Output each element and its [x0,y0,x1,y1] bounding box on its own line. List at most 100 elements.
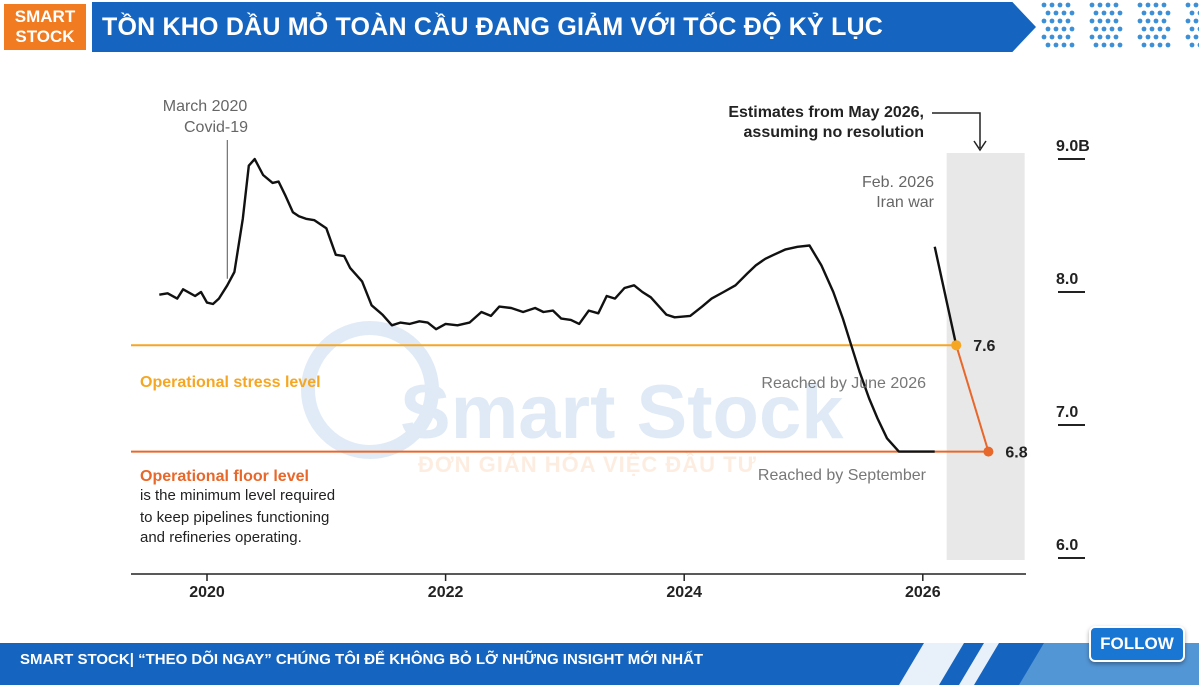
pattern-dot [1061,26,1067,32]
pattern-dot [1105,34,1111,40]
pattern-dot [1153,18,1159,24]
footer-stripes-icon [899,643,1199,685]
stress-note: Reached by June 2026 [761,375,926,392]
pattern-dot [1137,34,1143,40]
reference-value-label: 7.6 [973,338,995,355]
pattern-dot [1161,18,1167,24]
pattern-dot [1093,42,1099,48]
floor-desc-line2: to keep pipelines functioning [140,509,329,526]
brand-logo: SMART STOCK [4,4,86,50]
pattern-dot [1153,34,1159,40]
pattern-dot [1145,18,1151,24]
x-tick-label: 2024 [666,584,702,601]
pattern-dot [1137,18,1143,24]
pattern-dot [1093,10,1099,16]
footer-bar: SMART STOCK| “THEO DÕI NGAY” CHÚNG TÔI Đ… [0,643,1199,685]
pattern-dot [1145,2,1151,8]
pattern-dot [1153,2,1159,8]
projection-point [951,340,962,351]
pattern-dot [1065,2,1071,8]
chart-marks: 2020 2022 2024 2026 9.0B 8.0 7.0 6.0 7.6 6.8 [131,138,1090,601]
pattern-dot [1101,10,1107,16]
iran-label-line2: Iran war [876,194,934,211]
floor-label: Operational floor level [140,468,309,485]
pattern-dot [1093,26,1099,32]
covid-label-line1: March 2020 [163,98,248,115]
pattern-dot [1057,18,1063,24]
pattern-dot [1049,18,1055,24]
watermark-line1: Smart Stock [400,370,844,455]
watermark-line2: ĐƠN GIẢN HÓA VIỆC ĐẦU TƯ [418,452,757,477]
pattern-dot [1157,26,1163,32]
pattern-dot [1053,10,1059,16]
brand-line2: STOCK [15,27,75,46]
footer-text: SMART STOCK| “THEO DÕI NGAY” CHÚNG TÔI Đ… [20,651,704,668]
pattern-dot [1157,42,1163,48]
pattern-dot [1141,42,1147,48]
estimate-band [946,153,1025,560]
pattern-dot [1185,2,1191,8]
pattern-dot [1097,18,1103,24]
y-tick-label: 8.0 [1056,271,1078,288]
pattern-dot [1161,34,1167,40]
pattern-dot [1109,42,1115,48]
pattern-dot [1061,10,1067,16]
series-line [159,157,935,453]
pattern-dot [1109,10,1115,16]
estimate-label-line2: assuming no resolution [744,124,924,141]
follow-button[interactable]: FOLLOW [1089,626,1185,662]
x-tick-label: 2020 [189,584,225,601]
pattern-dot [1149,42,1155,48]
pattern-dot [1041,34,1047,40]
pattern-dot [1185,18,1191,24]
dot-pattern-icon [1041,2,1199,48]
pattern-dot [1149,26,1155,32]
pattern-dot [1189,26,1195,32]
pattern-dot [1097,2,1103,8]
estimate-arrow [932,112,987,152]
header: SMART STOCK TỒN KHO DẦU MỎ TOÀN CẦU ĐANG… [0,0,1199,54]
pattern-dot [1109,26,1115,32]
pattern-dot [1041,18,1047,24]
pattern-dot [1193,34,1199,40]
pattern-dot [1193,18,1199,24]
pattern-dot [1045,10,1051,16]
covid-label-line2: Covid-19 [184,119,248,136]
pattern-dot [1069,42,1075,48]
pattern-dot [1117,10,1123,16]
pattern-dot [1069,10,1075,16]
projection-line-2 [955,344,990,452]
pattern-dot [1113,2,1119,8]
estimate-label-line1: Estimates from May 2026, [728,104,924,121]
x-tick-label: 2026 [905,584,941,601]
y-tick-label: 9.0B [1056,138,1090,155]
pattern-dot [1189,10,1195,16]
pattern-dot [1061,42,1067,48]
pattern-dot [1101,42,1107,48]
pattern-dot [1097,34,1103,40]
pattern-dot [1141,10,1147,16]
pattern-dot [1057,34,1063,40]
pattern-dot [1101,26,1107,32]
floor-desc-line3: and refineries operating. [140,529,302,546]
pattern-dot [1045,42,1051,48]
pattern-dot [1065,18,1071,24]
pattern-dot [1041,2,1047,8]
chart-svg: Smart Stock ĐƠN GIẢN HÓA VIỆC ĐẦU TƯ 202… [131,98,1090,601]
pattern-dot [1049,34,1055,40]
title-bar: TỒN KHO DẦU MỎ TOÀN CẦU ĐANG GIẢM VỚI TỐ… [92,2,1036,52]
pattern-dot [1105,2,1111,8]
iran-label-line1: Feb. 2026 [862,174,934,191]
pattern-dot [1105,18,1111,24]
floor-note: Reached by September [758,467,927,484]
pattern-dot [1113,34,1119,40]
pattern-dot [1089,34,1095,40]
x-tick-label: 2022 [428,584,464,601]
pattern-dot [1165,10,1171,16]
pattern-dot [1145,34,1151,40]
pattern-dot [1157,10,1163,16]
pattern-dot [1117,42,1123,48]
pattern-dot [1141,26,1147,32]
pattern-dot [1185,34,1191,40]
pattern-dot [1045,26,1051,32]
